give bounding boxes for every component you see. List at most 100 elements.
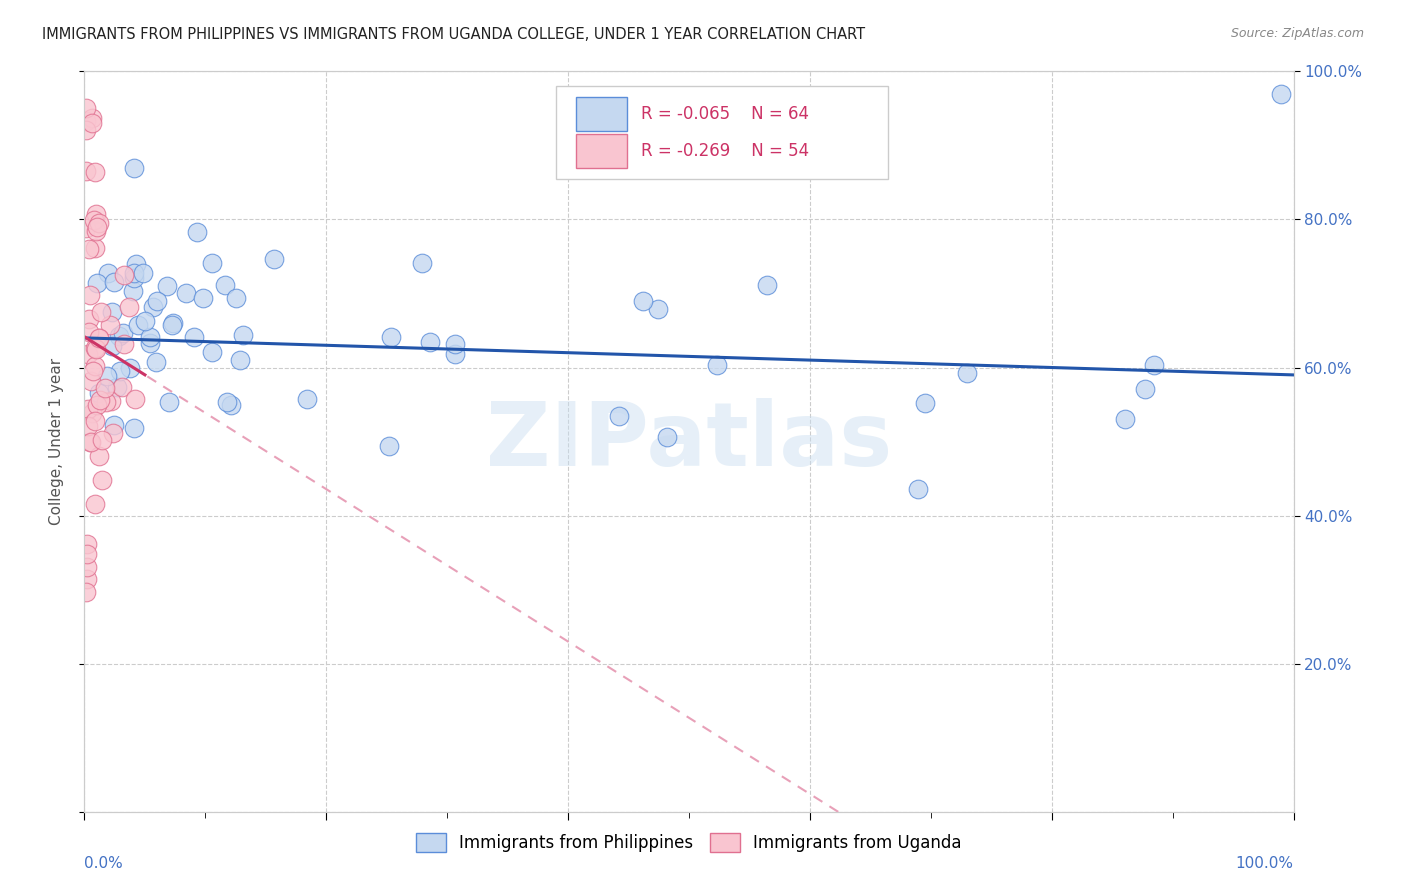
Point <box>380 330 402 344</box>
Point <box>86 276 108 290</box>
Point <box>77 242 100 256</box>
Point <box>89 392 111 407</box>
Point <box>229 352 252 367</box>
Y-axis label: College, Under 1 year: College, Under 1 year <box>49 358 63 525</box>
Point <box>201 344 224 359</box>
Point <box>111 380 134 394</box>
Point <box>94 395 117 409</box>
Point <box>117 300 139 314</box>
Point <box>132 266 155 280</box>
Point <box>84 207 107 221</box>
Point <box>75 585 97 599</box>
Point <box>86 224 108 238</box>
Point <box>1133 382 1156 396</box>
Text: 0.0%: 0.0% <box>84 856 124 871</box>
Point <box>263 252 285 267</box>
Point <box>1114 412 1136 426</box>
Point <box>82 111 104 125</box>
Point <box>89 331 111 345</box>
Point <box>89 331 111 345</box>
FancyBboxPatch shape <box>576 97 627 131</box>
Point <box>103 417 125 432</box>
Point <box>96 369 118 384</box>
Point <box>80 374 103 388</box>
Point <box>77 418 100 433</box>
Point <box>87 385 110 400</box>
Point <box>138 330 160 344</box>
Point <box>157 394 180 409</box>
Point <box>90 305 112 319</box>
Point <box>110 364 132 378</box>
Point <box>97 266 120 280</box>
Point <box>83 497 105 511</box>
Text: ZIPatlas: ZIPatlas <box>486 398 891 485</box>
Point <box>77 312 100 326</box>
Point <box>232 328 254 343</box>
Point <box>86 399 108 413</box>
Point <box>112 268 135 282</box>
Point <box>419 335 441 350</box>
Point <box>84 342 107 356</box>
Point <box>122 284 145 298</box>
Point <box>141 300 163 314</box>
Point <box>80 406 103 420</box>
Point <box>1270 87 1292 101</box>
Point <box>186 225 208 239</box>
Point <box>83 241 105 255</box>
Text: IMMIGRANTS FROM PHILIPPINES VS IMMIGRANTS FROM UGANDA COLLEGE, UNDER 1 YEAR CORR: IMMIGRANTS FROM PHILIPPINES VS IMMIGRANT… <box>42 27 865 42</box>
Point <box>101 339 124 353</box>
Point <box>83 414 105 428</box>
Point <box>103 426 125 441</box>
Point <box>443 337 465 351</box>
Point <box>633 294 655 309</box>
Point <box>103 275 125 289</box>
Point <box>83 359 105 373</box>
Point <box>79 287 101 301</box>
Point <box>90 434 112 448</box>
Point <box>122 161 145 175</box>
Point <box>83 212 105 227</box>
Point <box>607 409 630 423</box>
Point <box>134 314 156 328</box>
Point <box>127 318 149 333</box>
Point <box>77 346 100 360</box>
Point <box>82 364 104 378</box>
Point <box>162 316 184 330</box>
Point <box>82 116 104 130</box>
Point <box>217 395 239 409</box>
Point <box>124 392 146 407</box>
Point <box>183 329 205 343</box>
Point <box>76 547 98 561</box>
Legend: Immigrants from Philippines, Immigrants from Uganda: Immigrants from Philippines, Immigrants … <box>409 826 969 859</box>
Point <box>122 266 145 280</box>
Text: R = -0.065    N = 64: R = -0.065 N = 64 <box>641 105 808 123</box>
Point <box>647 302 669 317</box>
Point <box>75 123 97 137</box>
Point <box>1143 358 1166 372</box>
Point <box>86 219 108 234</box>
Point <box>755 278 778 293</box>
Point <box>444 347 467 361</box>
Point <box>225 291 247 305</box>
Text: R = -0.269    N = 54: R = -0.269 N = 54 <box>641 142 808 160</box>
Point <box>111 326 134 341</box>
Point <box>105 380 128 394</box>
Point <box>122 421 145 435</box>
Point <box>100 393 122 408</box>
Point <box>75 114 97 128</box>
Point <box>411 255 433 269</box>
Point <box>89 449 111 463</box>
Point <box>907 482 929 496</box>
Point <box>94 381 117 395</box>
Point <box>125 257 148 271</box>
Point <box>174 286 197 301</box>
Point <box>76 537 98 551</box>
Point <box>214 277 236 292</box>
Point <box>98 318 121 332</box>
Point <box>706 358 728 372</box>
Point <box>76 560 98 574</box>
Point <box>87 216 110 230</box>
Point <box>75 164 97 178</box>
Point <box>75 220 97 235</box>
Point <box>90 473 112 487</box>
